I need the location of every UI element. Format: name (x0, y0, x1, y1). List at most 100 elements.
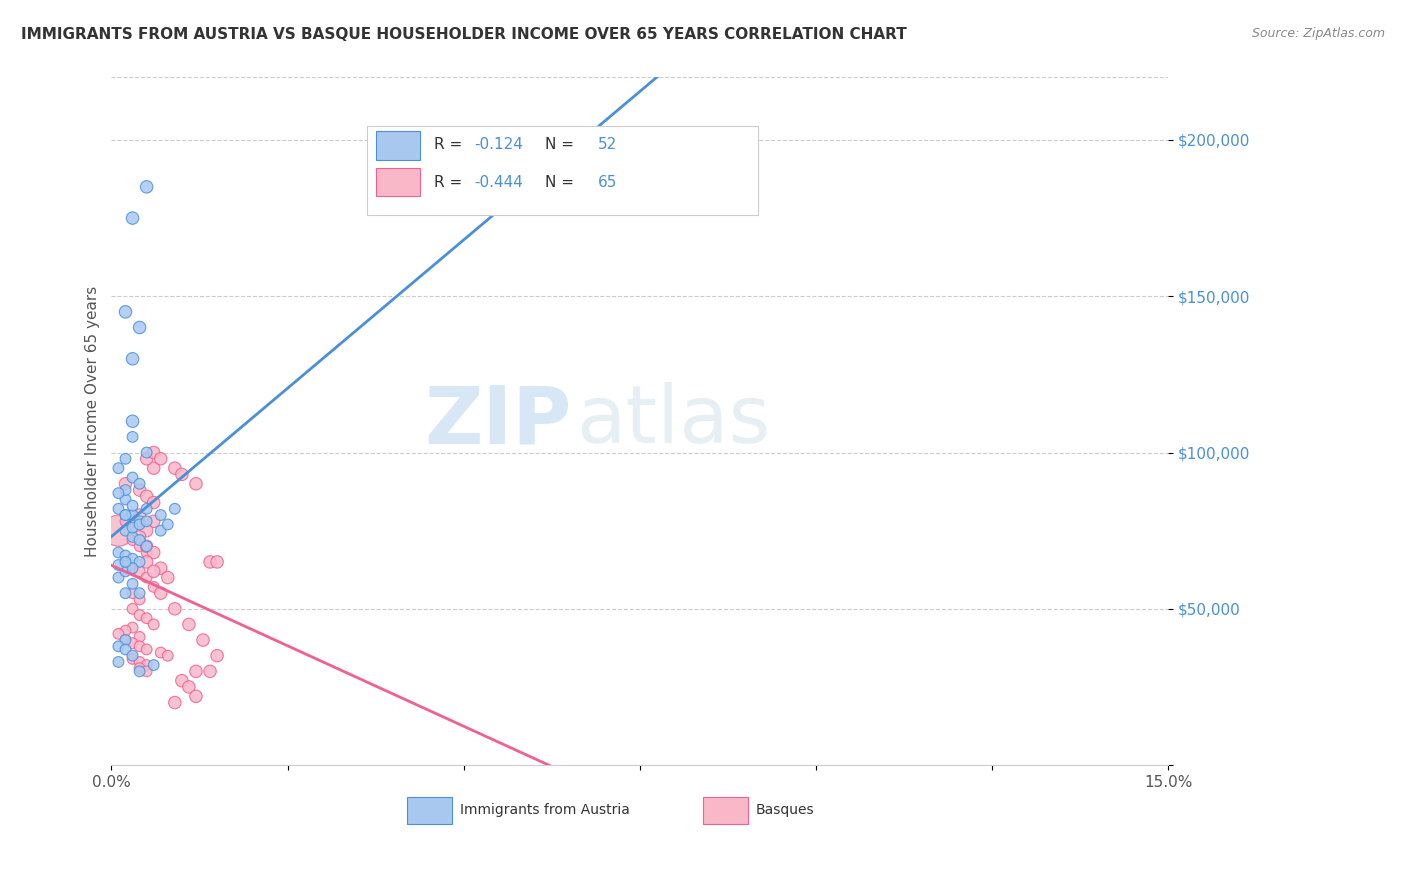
Point (156, 517, 179, 532)
Point (121, 211, 143, 226)
Point (114, 633, 136, 648)
Point (163, 602, 186, 616)
Point (135, 501, 157, 516)
Point (128, 655, 150, 669)
Y-axis label: Householder Income Over 65 years: Householder Income Over 65 years (86, 285, 100, 557)
Text: Basques: Basques (756, 803, 814, 817)
Point (121, 561, 143, 575)
Point (121, 551, 143, 566)
Point (107, 558, 129, 572)
Point (128, 483, 150, 497)
Point (121, 561, 143, 575)
Point (114, 514, 136, 528)
Point (128, 508, 150, 522)
Point (107, 486, 129, 500)
Point (114, 633, 136, 648)
Point (170, 673, 193, 688)
Point (128, 514, 150, 528)
Text: Source: ZipAtlas.com: Source: ZipAtlas.com (1251, 27, 1385, 40)
Point (135, 451, 157, 466)
Point (107, 627, 129, 641)
Point (163, 696, 186, 710)
Point (114, 451, 136, 466)
Point (142, 580, 165, 594)
Text: -0.444: -0.444 (474, 175, 523, 190)
Point (177, 617, 200, 632)
Point (156, 570, 179, 584)
Point (128, 476, 150, 491)
Point (121, 576, 143, 591)
Point (114, 555, 136, 569)
Point (114, 524, 136, 538)
Point (107, 570, 129, 584)
Point (121, 586, 143, 600)
Point (128, 555, 150, 569)
Point (128, 533, 150, 547)
Bar (375, 131, 420, 160)
Point (114, 564, 136, 578)
Point (128, 564, 150, 578)
Point (149, 524, 172, 538)
Point (114, 508, 136, 522)
Text: -0.124: -0.124 (474, 136, 523, 152)
Point (121, 499, 143, 513)
Point (128, 320, 150, 334)
Point (121, 414, 143, 428)
Point (114, 555, 136, 569)
Bar (408, 797, 451, 823)
Point (107, 545, 129, 559)
Point (135, 611, 157, 625)
Point (121, 602, 143, 616)
Point (135, 514, 157, 528)
Point (114, 483, 136, 497)
Point (184, 690, 207, 704)
Point (128, 539, 150, 553)
Point (121, 533, 143, 547)
Point (107, 461, 129, 475)
Point (149, 646, 172, 660)
Point (135, 545, 157, 559)
Point (107, 640, 129, 654)
Text: Immigrants from Austria: Immigrants from Austria (460, 803, 630, 817)
Point (107, 501, 129, 516)
Point (142, 545, 165, 559)
Point (128, 517, 150, 532)
Point (135, 445, 157, 459)
Point (121, 621, 143, 635)
Text: R =: R = (434, 136, 467, 152)
Point (114, 305, 136, 319)
Point (121, 351, 143, 366)
Point (163, 501, 186, 516)
Point (114, 492, 136, 507)
Point (170, 467, 193, 482)
Point (128, 640, 150, 654)
Point (121, 430, 143, 444)
Point (114, 508, 136, 522)
Point (135, 555, 157, 569)
Point (128, 586, 150, 600)
Point (142, 514, 165, 528)
Point (198, 555, 221, 569)
Point (121, 530, 143, 544)
Point (121, 648, 143, 663)
Point (135, 179, 157, 194)
Point (156, 648, 179, 663)
Point (135, 642, 157, 657)
Point (128, 592, 150, 607)
Point (142, 495, 165, 509)
Point (191, 633, 214, 648)
Point (107, 655, 129, 669)
Point (135, 524, 157, 538)
Point (135, 489, 157, 503)
Point (149, 561, 172, 575)
Point (142, 658, 165, 673)
Point (149, 508, 172, 522)
Point (135, 665, 157, 679)
Point (107, 524, 129, 538)
Point (184, 476, 207, 491)
Point (205, 555, 228, 569)
Point (205, 648, 228, 663)
Text: ZIP: ZIP (423, 383, 571, 460)
Point (135, 539, 157, 553)
Point (128, 630, 150, 644)
